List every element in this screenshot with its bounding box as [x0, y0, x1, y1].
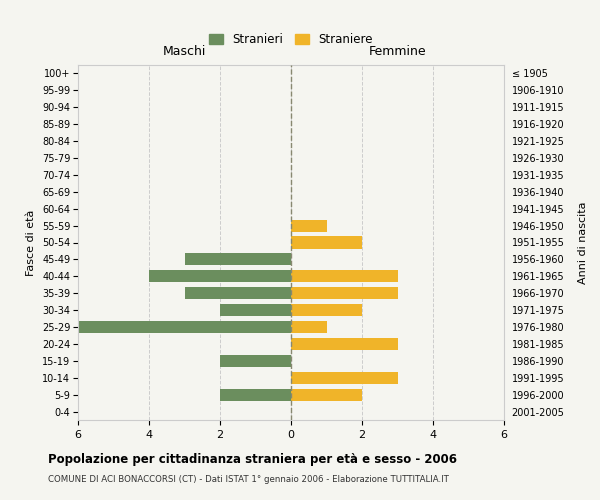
Bar [185, 254, 291, 266]
Bar [220, 354, 291, 367]
Text: Femmine: Femmine [368, 45, 427, 58]
Text: COMUNE DI ACI BONACCORSI (CT) - Dati ISTAT 1° gennaio 2006 - Elaborazione TUTTIT: COMUNE DI ACI BONACCORSI (CT) - Dati IST… [48, 475, 449, 484]
Bar [291, 338, 398, 350]
Bar [291, 304, 362, 316]
Bar [291, 220, 326, 232]
Text: Popolazione per cittadinanza straniera per età e sesso - 2006: Popolazione per cittadinanza straniera p… [48, 452, 457, 466]
Bar [78, 321, 291, 333]
Bar [291, 270, 398, 282]
Bar [291, 236, 362, 248]
Text: Maschi: Maschi [163, 45, 206, 58]
Bar [291, 321, 326, 333]
Legend: Stranieri, Straniere: Stranieri, Straniere [204, 28, 378, 50]
Bar [149, 270, 291, 282]
Bar [291, 372, 398, 384]
Y-axis label: Anni di nascita: Anni di nascita [578, 201, 589, 284]
Bar [291, 388, 362, 400]
Bar [291, 287, 398, 300]
Bar [220, 388, 291, 400]
Bar [185, 287, 291, 300]
Y-axis label: Fasce di età: Fasce di età [26, 210, 37, 276]
Bar [220, 304, 291, 316]
